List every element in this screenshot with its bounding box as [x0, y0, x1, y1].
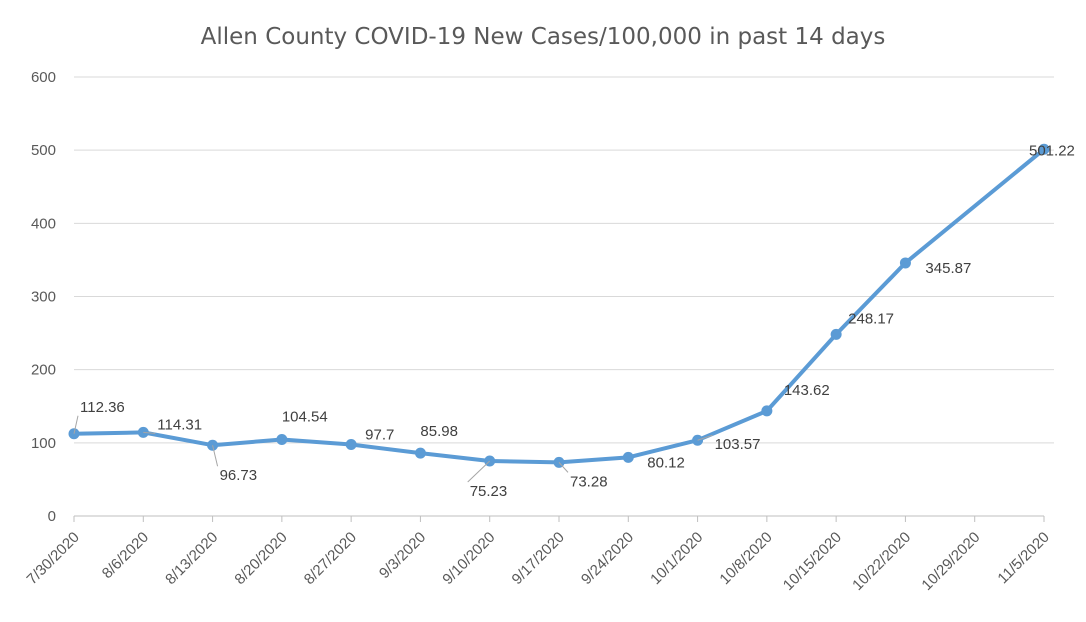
- x-tick-label: 8/6/2020: [99, 529, 152, 582]
- y-tick-label: 500: [31, 142, 56, 159]
- x-tick-label: 9/24/2020: [578, 529, 637, 588]
- series-line: [72, 147, 1046, 465]
- y-tick-label: 300: [31, 289, 56, 306]
- data-label-leader: [143, 431, 156, 434]
- data-labels: 112.36 114.31 96.73 104.54 97.7 85.98 75.23 73.…: [73, 142, 1075, 500]
- x-tick-label: 10/29/2020: [918, 529, 983, 594]
- x-tick-label: 7/30/2020: [24, 529, 83, 588]
- data-label: 501.22: [1029, 142, 1075, 159]
- data-point: [345, 439, 357, 451]
- data-label: 80.12: [647, 454, 685, 471]
- x-tick-label: 9/3/2020: [376, 529, 429, 582]
- gridlines: [74, 76, 1054, 444]
- y-tick-label: 400: [31, 215, 56, 232]
- data-label: 114.31: [157, 416, 202, 433]
- data-point: [276, 434, 288, 446]
- data-label: 143.62: [784, 382, 830, 399]
- data-label: 345.87: [925, 260, 971, 277]
- data-label: 73.28: [570, 473, 608, 490]
- x-tick-label: 9/10/2020: [439, 529, 498, 588]
- x-tick-label: 10/1/2020: [647, 529, 706, 588]
- y-tick-label: 100: [31, 435, 56, 452]
- data-label: 248.17: [848, 310, 894, 327]
- x-axis: [73, 515, 1045, 522]
- data-label: 104.54: [282, 409, 328, 426]
- x-tick-label: 10/15/2020: [780, 529, 845, 594]
- x-axis-ticks: 7/30/2020 8/6/2020 8/13/2020 8/20/2020 8/27/…: [24, 529, 1053, 594]
- series-polyline: [72, 147, 1046, 465]
- x-tick-label: 11/5/2020: [994, 529, 1052, 587]
- data-point: [1038, 143, 1050, 155]
- data-label-leader: [73, 415, 79, 434]
- x-tick-label: 8/20/2020: [231, 529, 290, 588]
- data-point: [830, 328, 842, 340]
- data-point: [622, 451, 634, 463]
- x-tick-label: 10/8/2020: [716, 529, 775, 588]
- data-label-leader: [212, 445, 219, 467]
- data-point: [414, 447, 426, 459]
- y-tick-label: 200: [31, 362, 56, 379]
- data-label-leader: [697, 434, 713, 441]
- y-tick-label: 600: [31, 69, 56, 86]
- x-tick-label: 8/13/2020: [162, 529, 221, 588]
- y-tick-label: 0: [48, 508, 56, 525]
- chart-title: Allen County COVID-19 New Cases/100,000 …: [201, 24, 886, 50]
- data-label: 112.36: [80, 399, 125, 416]
- data-label: 75.23: [470, 483, 508, 500]
- x-tick-label: 9/17/2020: [509, 529, 568, 588]
- data-point: [761, 405, 773, 417]
- data-label: 103.57: [715, 436, 761, 453]
- data-points: [68, 143, 1050, 468]
- data-label-leader: [467, 460, 491, 483]
- data-label: 96.73: [220, 467, 258, 484]
- data-point: [899, 257, 911, 269]
- data-label-leader: [558, 462, 569, 473]
- x-tick-label: 8/27/2020: [301, 529, 360, 588]
- x-tick-label: 10/22/2020: [849, 529, 914, 594]
- data-label: 85.98: [420, 423, 458, 440]
- data-label: 97.7: [365, 427, 394, 444]
- y-axis-ticks: 0 100 200 300 400 500 600: [31, 69, 56, 525]
